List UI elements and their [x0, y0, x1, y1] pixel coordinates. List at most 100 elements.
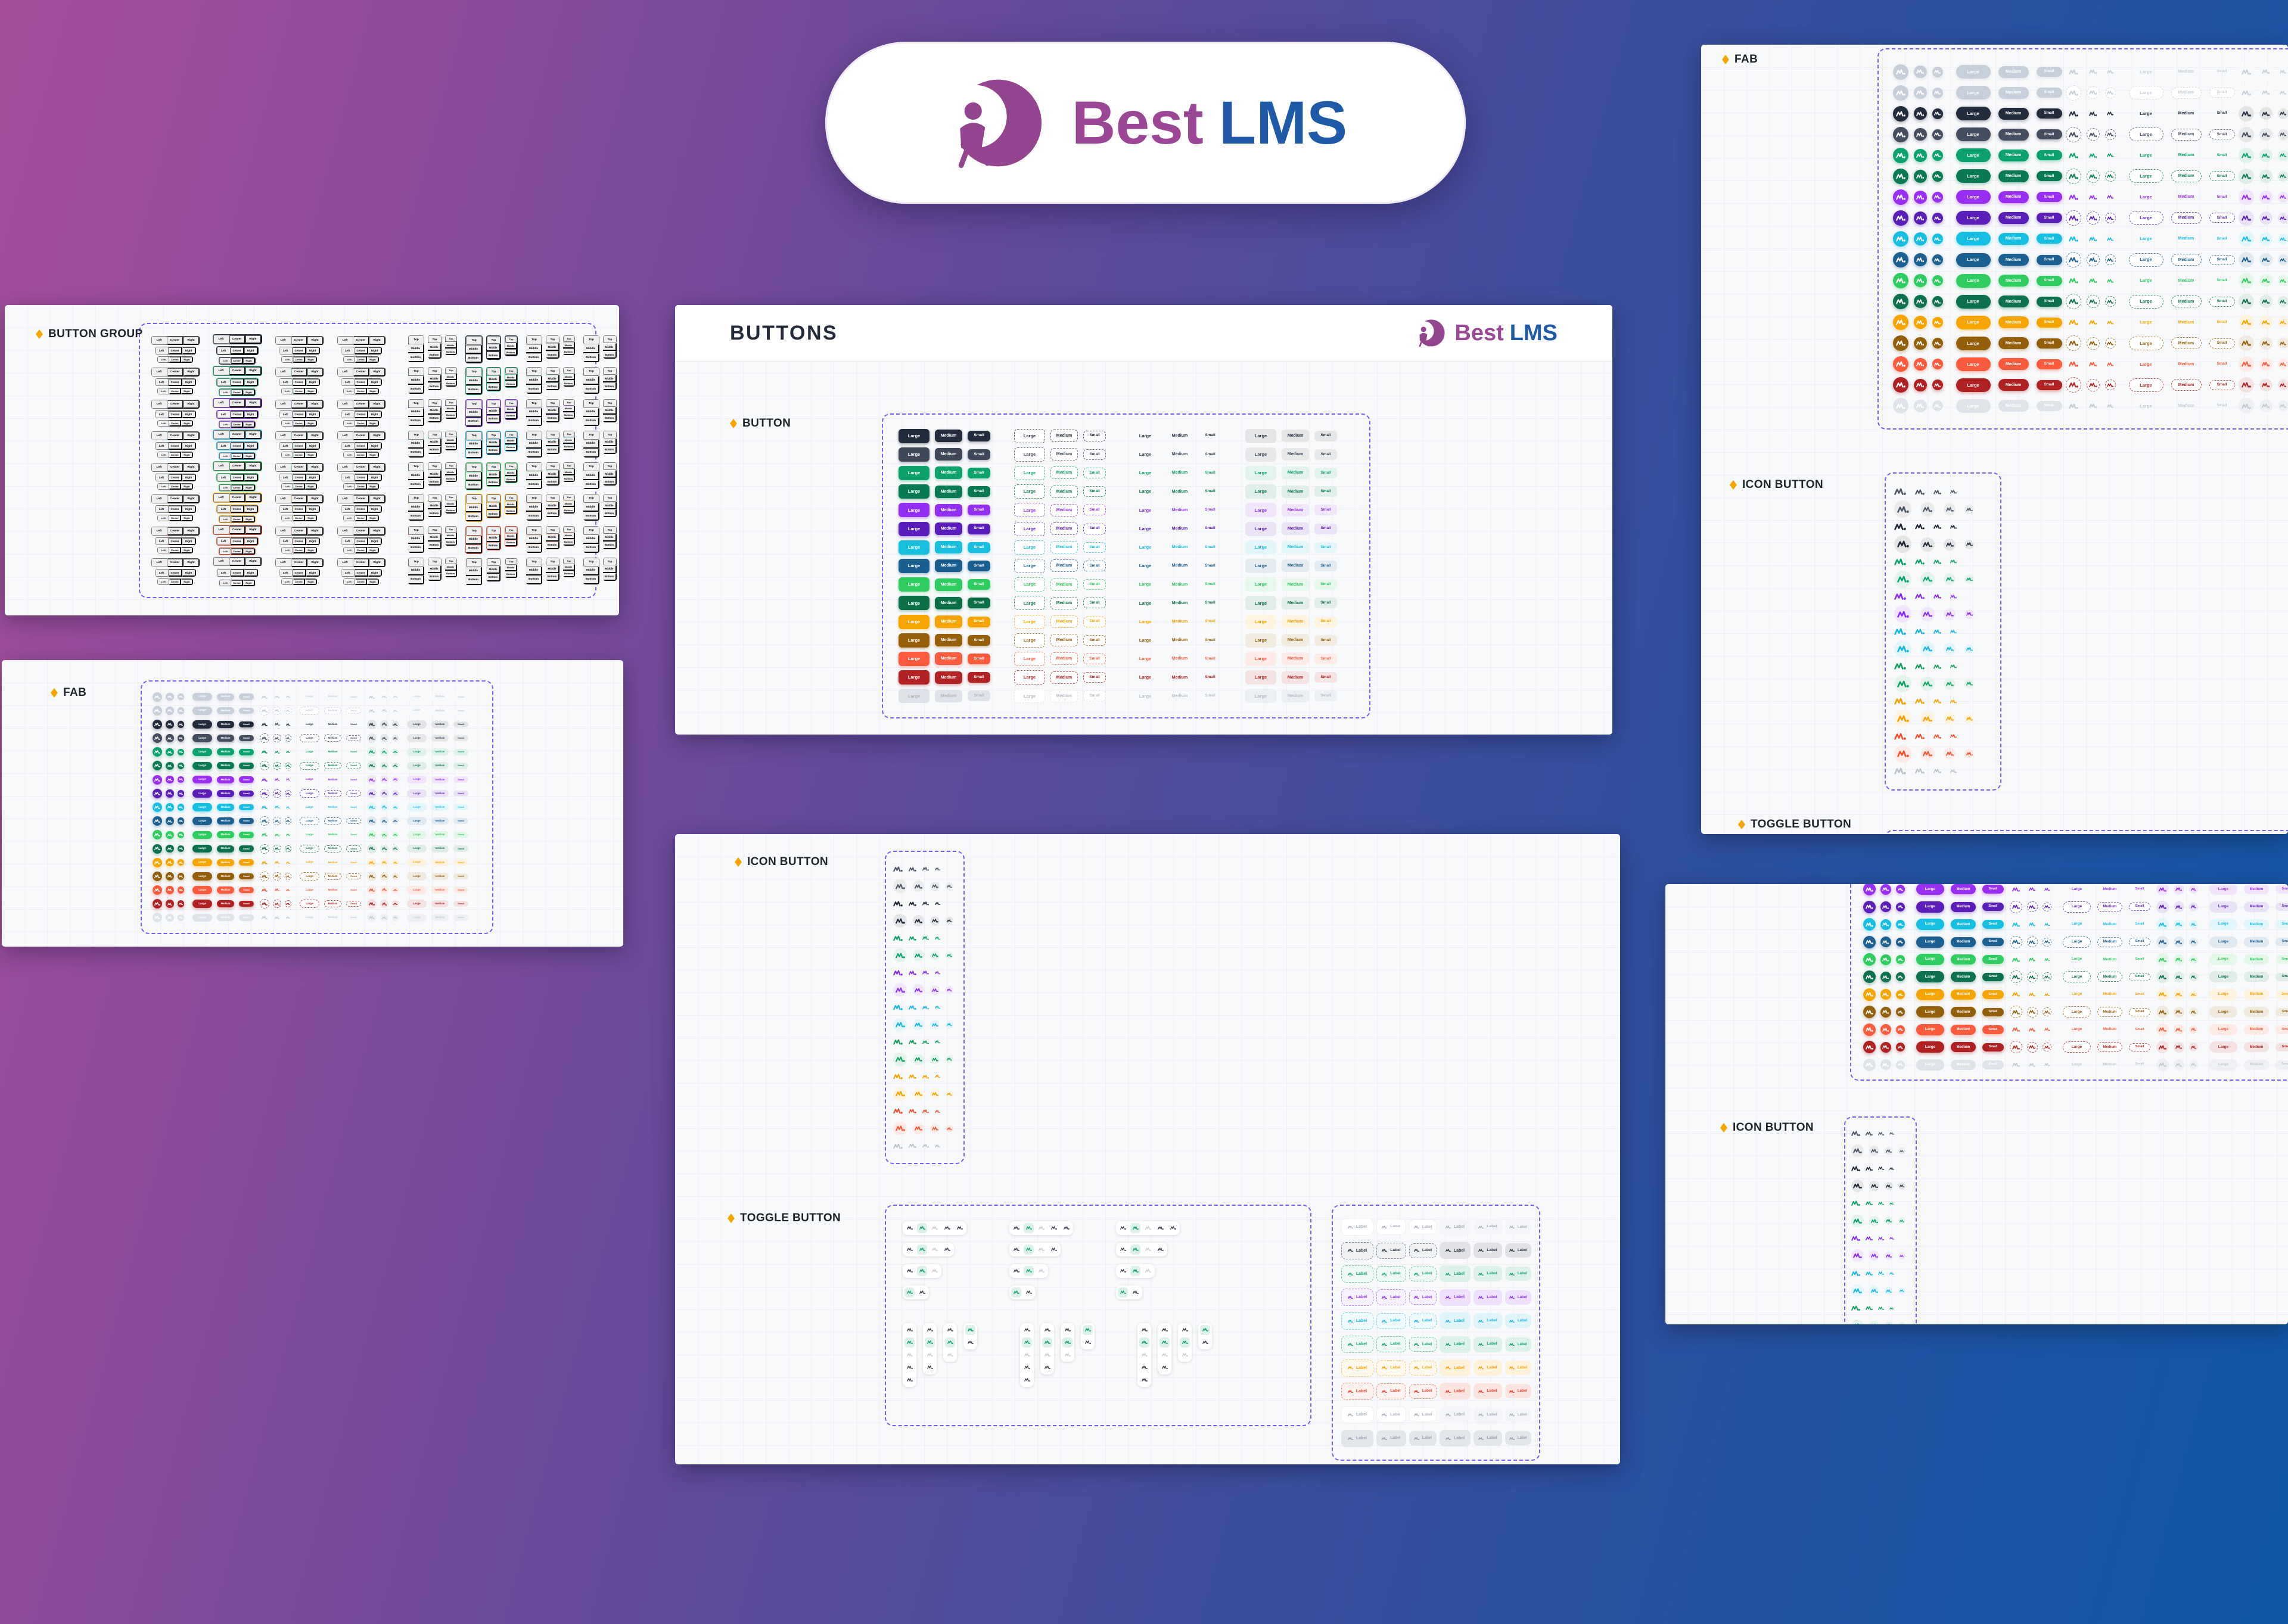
button-ghost-small[interactable]: Small	[1199, 617, 1221, 627]
fab-button-soft[interactable]	[2259, 211, 2273, 225]
toggle-option[interactable]	[1062, 1337, 1072, 1348]
button-group-segment[interactable]: Center	[354, 410, 368, 418]
button-group-segment[interactable]: Center	[167, 494, 184, 504]
fab-button-solid[interactable]	[166, 844, 174, 853]
fab-pill-ghost-medium[interactable]: Medium	[324, 831, 341, 838]
fab-pill-outline-medium[interactable]: Medium	[2171, 211, 2202, 224]
button-group-segment[interactable]: Bottom	[408, 353, 424, 363]
fab-button-soft[interactable]	[2239, 231, 2254, 247]
fab-pill-outline-small[interactable]: Small	[346, 790, 361, 797]
button-soft-small[interactable]: Small	[1314, 560, 1337, 571]
button-group-segment[interactable]: Top	[583, 367, 599, 377]
fab-pill-soft-large[interactable]: Large	[407, 830, 427, 839]
icon-button[interactable]	[1894, 521, 1906, 533]
button-ghost-large[interactable]: Large	[1130, 484, 1161, 499]
fab-button-solid[interactable]	[1893, 294, 1908, 310]
button-solid-small[interactable]: Small	[968, 653, 990, 664]
button-group-segment[interactable]: Top	[505, 431, 517, 438]
fab-pill-solid-small[interactable]: Small	[2036, 88, 2062, 98]
button-group-segment[interactable]: Middle	[563, 405, 575, 412]
fab-button-ghost[interactable]	[2027, 884, 2038, 895]
fab-button-solid[interactable]	[1863, 988, 1876, 1001]
button-soft-small[interactable]: Small	[1314, 672, 1337, 683]
button-group-segment[interactable]: Top	[428, 430, 442, 438]
button-group-segment[interactable]: Left	[157, 546, 169, 553]
fab-button-soft[interactable]	[2189, 955, 2198, 965]
button-group-segment[interactable]: Top	[546, 557, 559, 565]
button-group-segment[interactable]: Middle	[583, 376, 599, 385]
toggle-option[interactable]	[1036, 1223, 1046, 1233]
icon-button[interactable]	[1866, 1270, 1873, 1277]
fab-pill-ghost-large[interactable]: Large	[300, 914, 319, 922]
fab-pill-soft-small[interactable]: Small	[453, 804, 468, 811]
fab-pill-ghost-medium[interactable]: Medium	[2171, 358, 2202, 370]
button-group-segment[interactable]: Left	[275, 431, 291, 440]
button-group-segment[interactable]: Left	[216, 505, 231, 514]
button-group-segment[interactable]: Right	[245, 430, 262, 439]
icon-button[interactable]	[1933, 732, 1941, 740]
fab-pill-solid-large[interactable]: Large	[1956, 190, 1991, 204]
button-group-segment[interactable]: Right	[368, 537, 382, 545]
fab-button-soft[interactable]	[2239, 126, 2254, 142]
button-group-segment[interactable]: Middle	[428, 375, 442, 383]
button-group-segment[interactable]: Bottom	[408, 575, 424, 584]
fab-button-soft[interactable]	[391, 914, 399, 922]
icon-button[interactable]	[909, 900, 916, 907]
fab-pill-outline-small[interactable]: Small	[2129, 1043, 2150, 1052]
fab-button-solid[interactable]	[1932, 379, 1943, 391]
button-group-segment[interactable]: Left	[278, 410, 293, 418]
fab-pill-solid-large[interactable]: Large	[192, 734, 212, 742]
button-group-segment[interactable]: Right	[306, 410, 320, 418]
button-group-segment[interactable]: Right	[243, 484, 255, 491]
button-group-segment[interactable]: Right	[307, 526, 324, 536]
fab-button-solid[interactable]	[1914, 378, 1927, 392]
button-group-segment[interactable]: Right	[305, 451, 317, 458]
button-group-segment[interactable]: Middle	[583, 407, 599, 417]
fab-pill-solid-large[interactable]: Large	[1956, 211, 1991, 225]
fab-pill-ghost-large[interactable]: Large	[2129, 190, 2163, 204]
toggle-option[interactable]	[1011, 1266, 1021, 1276]
fab-pill-soft-large[interactable]: Large	[2209, 936, 2237, 948]
fab-button-outline[interactable]	[2027, 1041, 2038, 1053]
fab-pill-solid-medium[interactable]: Medium	[1998, 232, 2029, 245]
fab-pill-ghost-small[interactable]: Small	[2129, 1025, 2150, 1034]
button-outline-small[interactable]: Small	[1083, 598, 1106, 609]
fab-button-soft[interactable]	[2259, 149, 2273, 162]
fab-button-soft[interactable]	[367, 899, 377, 909]
fab-button-solid[interactable]	[1893, 105, 1908, 122]
fab-button-solid[interactable]	[1914, 232, 1927, 245]
button-group-segment[interactable]: Bottom	[466, 512, 482, 522]
toggle-option[interactable]	[1139, 1375, 1149, 1385]
fab-pill-outline-large[interactable]: Large	[2063, 936, 2091, 948]
button-group-segment[interactable]: Left	[337, 463, 353, 472]
button-group-segment[interactable]: Right	[181, 451, 193, 458]
fab-pill-soft-small[interactable]: Small	[2275, 937, 2288, 947]
button-group-segment[interactable]: Center	[167, 463, 184, 472]
fab-button-ghost[interactable]	[2105, 400, 2116, 411]
fab-pill-solid-small[interactable]: Small	[239, 693, 254, 700]
fab-pill-solid-large[interactable]: Large	[1956, 107, 1991, 121]
fab-pill-solid-medium[interactable]: Medium	[217, 803, 234, 811]
fab-button-outline[interactable]	[2104, 296, 2116, 307]
button-group-segment[interactable]: Right	[183, 399, 200, 409]
button-group-segment[interactable]: Left	[340, 505, 355, 514]
icon-button[interactable]	[1894, 536, 1911, 553]
button-group-segment[interactable]: Bottom	[408, 385, 424, 394]
button-group-segment[interactable]: Top	[466, 336, 482, 346]
fab-pill-outline-small[interactable]: Small	[2129, 902, 2150, 911]
button-group-segment[interactable]: Bottom	[603, 541, 617, 549]
button-group-segment[interactable]: Middle	[445, 469, 457, 476]
fab-button-ghost[interactable]	[2066, 315, 2081, 330]
fab-pill-ghost-small[interactable]: Small	[346, 804, 361, 811]
button-group-segment[interactable]: Bottom	[526, 543, 542, 553]
fab-pill-solid-large[interactable]: Large	[192, 872, 212, 881]
button-group-segment[interactable]: Top	[428, 399, 442, 407]
button-outline-small[interactable]: Small	[1083, 430, 1106, 441]
icon-button[interactable]	[922, 900, 929, 907]
fab-button-ghost[interactable]	[273, 886, 281, 894]
fab-pill-solid-medium[interactable]: Medium	[217, 872, 234, 880]
button-group-segment[interactable]: Middle	[583, 344, 599, 354]
fab-pill-soft-small[interactable]: Small	[453, 914, 468, 921]
fab-button-soft[interactable]	[2259, 295, 2273, 308]
button-group-segment[interactable]: Center	[293, 451, 305, 458]
